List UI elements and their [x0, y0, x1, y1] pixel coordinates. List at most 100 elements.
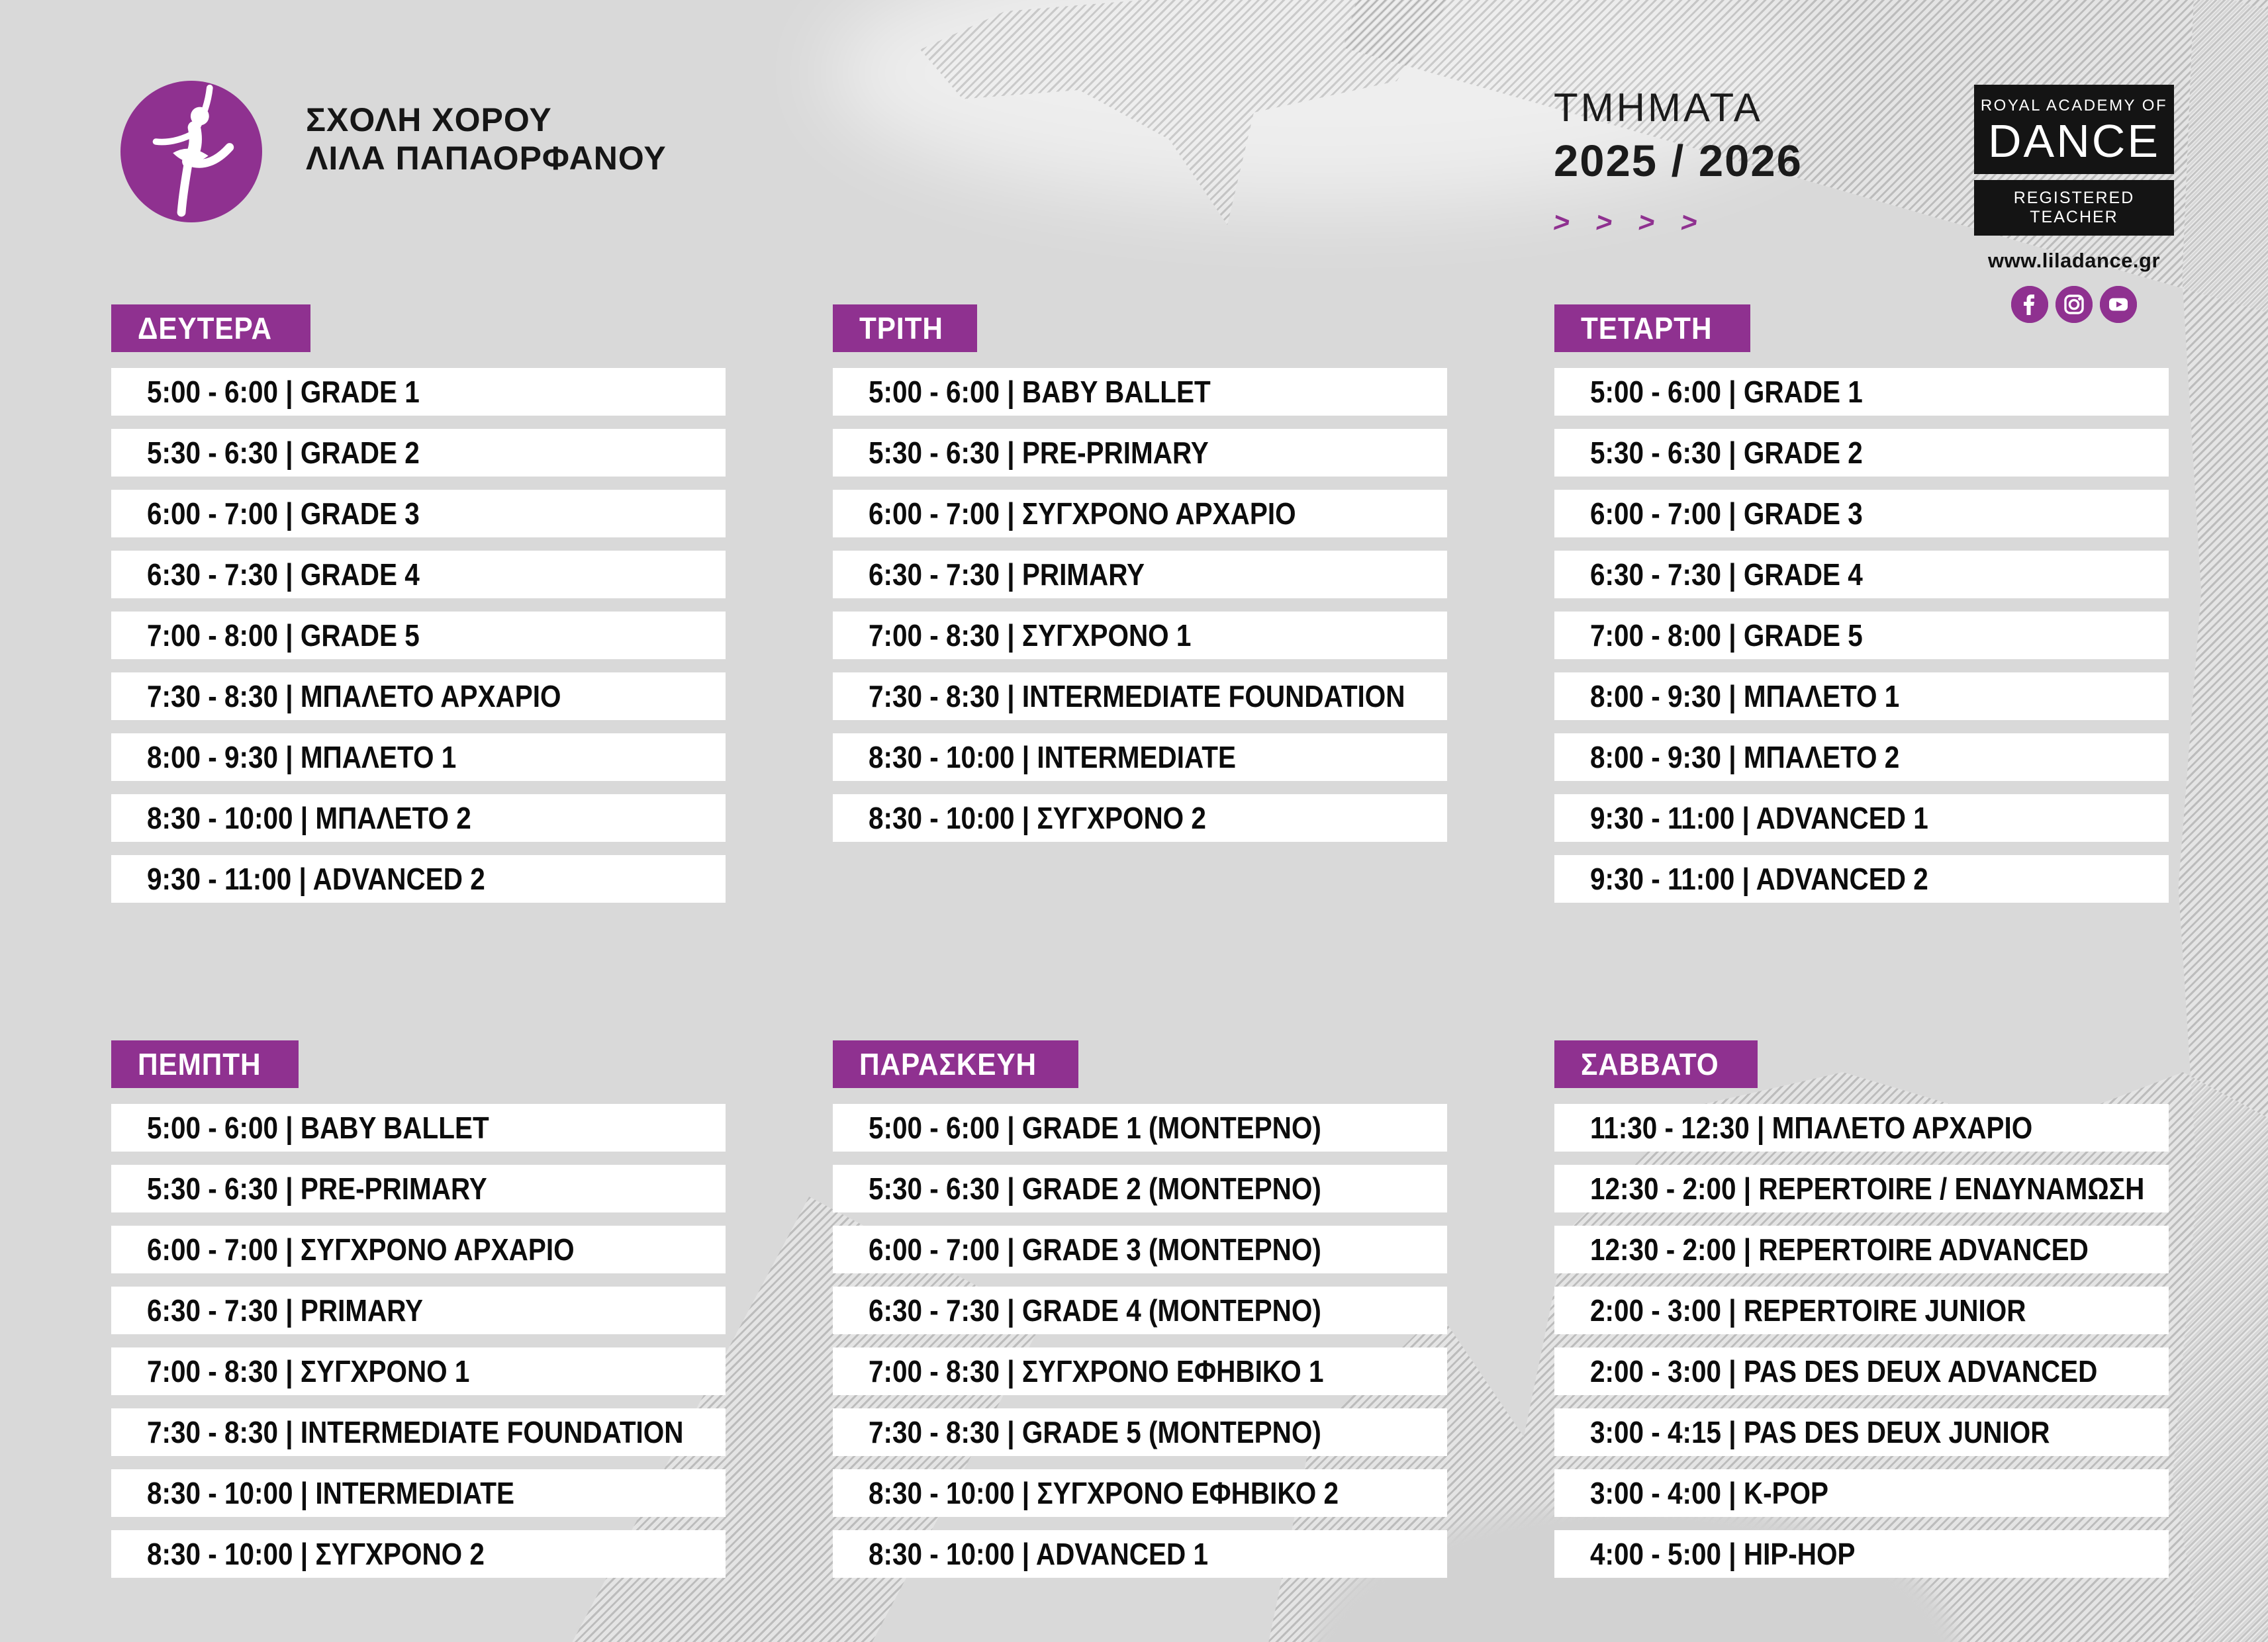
day-card-monday: ΔΕΥΤΕΡΑ 5:00 - 6:00 | GRADE 1 5:30 - 6:30… — [111, 304, 726, 916]
day-card-friday: ΠΑΡΑΣΚΕΥΗ 5:00 - 6:00 | GRADE 1 (ΜΟΝΤΕΡΝ… — [833, 1040, 1447, 1591]
day-header-friday: ΠΑΡΑΣΚΕΥΗ — [833, 1040, 1079, 1088]
class-row: 8:00 - 9:30 | ΜΠΑΛΕΤΟ 2 — [1554, 733, 2169, 781]
class-row: 3:00 - 4:00 | K-POP — [1554, 1469, 2169, 1517]
day-rows-wednesday: 5:00 - 6:00 | GRADE 1 5:30 - 6:30 | GRADE… — [1554, 368, 2169, 903]
class-row-label: 8:00 - 9:30 | ΜΠΑΛΕΤΟ 1 — [147, 740, 457, 774]
class-row-label: 8:30 - 10:00 | INTERMEDIATE — [869, 740, 1236, 774]
class-row: 7:00 - 8:00 | GRADE 5 — [1554, 612, 2169, 659]
class-row-label: 9:30 - 11:00 | ADVANCED 2 — [1590, 862, 1928, 896]
rad-badge: ROYAL ACADEMY OF DANCE — [1974, 85, 2174, 175]
day-rows-monday: 5:00 - 6:00 | GRADE 1 5:30 - 6:30 | GRADE… — [111, 368, 726, 903]
day-header-thursday: ΠΕΜΠΤΗ — [111, 1040, 299, 1088]
class-row-label: 8:30 - 10:00 | INTERMEDIATE — [147, 1476, 514, 1510]
class-row: 8:30 - 10:00 | ΣΥΓΧΡΟΝΟ ΕΦΗΒΙΚΟ 2 — [833, 1469, 1447, 1517]
class-row: 5:00 - 6:00 | GRADE 1 (ΜΟΝΤΕΡΝΟ) — [833, 1104, 1447, 1152]
rad-badge-block: ROYAL ACADEMY OF DANCE REGISTERED TEACHE… — [1974, 85, 2174, 324]
day-header-tuesday: ΤΡΙΤΗ — [833, 304, 977, 352]
class-row: 6:00 - 7:00 | ΣΥΓΧΡΟΝΟ ΑΡΧΑΡΙΟ — [111, 1226, 726, 1273]
instagram-icon — [2055, 286, 2093, 324]
class-row-label: 4:00 - 5:00 | HIP-HOP — [1590, 1537, 1856, 1571]
class-row: 12:30 - 2:00 | REPERTOIRE ADVANCED — [1554, 1226, 2169, 1273]
class-row-label: 6:30 - 7:30 | GRADE 4 (ΜΟΝΤΕΡΝΟ) — [869, 1293, 1321, 1328]
day-rows-friday: 5:00 - 6:00 | GRADE 1 (ΜΟΝΤΕΡΝΟ) 5:30 - 6… — [833, 1104, 1447, 1578]
class-row-label: 2:00 - 3:00 | PAS DES DEUX ADVANCED — [1590, 1354, 2098, 1389]
schedule-grid: ΔΕΥΤΕΡΑ 5:00 - 6:00 | GRADE 1 5:30 - 6:30… — [111, 304, 2169, 1591]
class-row-label: 5:00 - 6:00 | GRADE 1 — [1590, 375, 1863, 409]
class-row-label: 5:00 - 6:00 | GRADE 1 (ΜΟΝΤΕΡΝΟ) — [869, 1111, 1321, 1145]
class-row: 7:30 - 8:30 | INTERMEDIATE FOUNDATION — [833, 672, 1447, 720]
chevrons-decoration: > > > > — [1551, 206, 1709, 238]
season-label: ΤΜΗΜΑΤΑ — [1554, 85, 1763, 130]
class-row: 7:00 - 8:30 | ΣΥΓΧΡΟΝΟ 1 — [111, 1347, 726, 1395]
day-header-saturday: ΣΑΒΒΑΤΟ — [1554, 1040, 1758, 1088]
class-row-label: 6:00 - 7:00 | GRADE 3 (ΜΟΝΤΕΡΝΟ) — [869, 1232, 1321, 1267]
day-card-thursday: ΠΕΜΠΤΗ 5:00 - 6:00 | BABY BALLET 5:30 - 6… — [111, 1040, 726, 1591]
class-row: 5:30 - 6:30 | GRADE 2 — [1554, 429, 2169, 477]
class-row-label: 5:30 - 6:30 | GRADE 2 (ΜΟΝΤΕΡΝΟ) — [869, 1171, 1321, 1206]
class-row: 3:00 - 4:15 | PAS DES DEUX JUNIOR — [1554, 1408, 2169, 1456]
day-card-tuesday: ΤΡΙΤΗ 5:00 - 6:00 | BABY BALLET 5:30 - 6:… — [833, 304, 1447, 916]
class-row: 6:00 - 7:00 | GRADE 3 (ΜΟΝΤΕΡΝΟ) — [833, 1226, 1447, 1273]
facebook-link[interactable] — [2011, 286, 2048, 324]
class-row: 5:00 - 6:00 | BABY BALLET — [111, 1104, 726, 1152]
class-row: 4:00 - 5:00 | HIP-HOP — [1554, 1530, 2169, 1578]
class-row: 5:30 - 6:30 | GRADE 2 (ΜΟΝΤΕΡΝΟ) — [833, 1165, 1447, 1212]
class-row-label: 7:30 - 8:30 | INTERMEDIATE FOUNDATION — [869, 679, 1405, 713]
youtube-link[interactable] — [2100, 286, 2137, 324]
class-row: 8:30 - 10:00 | ΣΥΓΧΡΟΝΟ 2 — [833, 794, 1447, 842]
youtube-icon — [2100, 286, 2137, 324]
class-row-label: 5:00 - 6:00 | BABY BALLET — [147, 1111, 489, 1145]
social-links — [1974, 286, 2174, 324]
day-header-label: ΤΡΙΤΗ — [859, 311, 943, 345]
website-url[interactable]: www.liladance.gr — [1987, 249, 2161, 273]
class-row: 2:00 - 3:00 | PAS DES DEUX ADVANCED — [1554, 1347, 2169, 1395]
class-row-label: 5:30 - 6:30 | GRADE 2 — [1590, 435, 1863, 470]
school-name-line2: ΛΙΛΑ ΠΑΠΑΟΡΦΑΝΟΥ — [306, 140, 667, 177]
class-row: 7:00 - 8:00 | GRADE 5 — [111, 612, 726, 659]
class-row: 5:30 - 6:30 | PRE-PRIMARY — [111, 1165, 726, 1212]
class-row-label: 3:00 - 4:15 | PAS DES DEUX JUNIOR — [1590, 1415, 2050, 1449]
class-row-label: 6:00 - 7:00 | GRADE 3 — [147, 496, 420, 531]
class-row: 8:30 - 10:00 | ΜΠΑΛΕΤΟ 2 — [111, 794, 726, 842]
class-row-label: 6:30 - 7:30 | GRADE 4 — [1590, 557, 1863, 592]
class-row-label: 6:00 - 7:00 | ΣΥΓΧΡΟΝΟ ΑΡΧΑΡΙΟ — [869, 496, 1296, 531]
class-row: 7:30 - 8:30 | ΜΠΑΛΕΤΟ ΑΡΧΑΡΙΟ — [111, 672, 726, 720]
class-row: 5:00 - 6:00 | GRADE 1 — [111, 368, 726, 416]
class-row-label: 8:00 - 9:30 | ΜΠΑΛΕΤΟ 2 — [1590, 740, 1900, 774]
school-name: ΣΧΟΛΗ ΧΟΡΟΥ ΛΙΛΑ ΠΑΠΑΟΡΦΑΝΟΥ — [306, 101, 667, 177]
facebook-icon — [2011, 286, 2048, 324]
instagram-link[interactable] — [2055, 286, 2093, 324]
class-row-label: 8:30 - 10:00 | ΣΥΓΧΡΟΝΟ 2 — [147, 1537, 485, 1571]
class-row: 2:00 - 3:00 | REPERTOIRE JUNIOR — [1554, 1287, 2169, 1334]
class-row-label: 7:30 - 8:30 | ΜΠΑΛΕΤΟ ΑΡΧΑΡΙΟ — [147, 679, 561, 713]
class-row-label: 3:00 - 4:00 | K-POP — [1590, 1476, 1829, 1510]
class-row-label: 5:00 - 6:00 | GRADE 1 — [147, 375, 420, 409]
class-row-label: 6:00 - 7:00 | ΣΥΓΧΡΟΝΟ ΑΡΧΑΡΙΟ — [147, 1232, 575, 1267]
class-row-label: 8:30 - 10:00 | ΜΠΑΛΕΤΟ 2 — [147, 801, 471, 835]
class-row-label: 6:30 - 7:30 | PRIMARY — [147, 1293, 423, 1328]
class-row-label: 5:30 - 6:30 | PRE-PRIMARY — [147, 1171, 487, 1206]
rad-badge-line2: DANCE — [1987, 115, 2161, 167]
class-row-label: 9:30 - 11:00 | ADVANCED 2 — [147, 862, 485, 896]
rad-registered-teacher: REGISTERED TEACHER — [1974, 180, 2174, 236]
class-row-label: 7:00 - 8:30 | ΣΥΓΧΡΟΝΟ 1 — [869, 618, 1192, 653]
day-rows-thursday: 5:00 - 6:00 | BABY BALLET 5:30 - 6:30 | P… — [111, 1104, 726, 1578]
day-card-wednesday: ΤΕΤΑΡΤΗ 5:00 - 6:00 | GRADE 1 5:30 - 6:30… — [1554, 304, 2169, 916]
class-row: 6:00 - 7:00 | GRADE 3 — [1554, 490, 2169, 537]
class-row-label: 5:00 - 6:00 | BABY BALLET — [869, 375, 1211, 409]
class-row: 8:30 - 10:00 | INTERMEDIATE — [111, 1469, 726, 1517]
class-row-label: 11:30 - 12:30 | ΜΠΑΛΕΤΟ ΑΡΧΑΡΙΟ — [1590, 1111, 2033, 1145]
class-row: 5:30 - 6:30 | PRE-PRIMARY — [833, 429, 1447, 477]
class-row-label: 8:30 - 10:00 | ADVANCED 1 — [869, 1537, 1208, 1571]
day-header-label: ΤΕΤΑΡΤΗ — [1581, 311, 1713, 345]
day-header-label: ΠΑΡΑΣΚΕΥΗ — [859, 1047, 1037, 1081]
day-header-label: ΔΕΥΤΕΡΑ — [138, 311, 273, 345]
class-row-label: 12:30 - 2:00 | REPERTOIRE ADVANCED — [1590, 1232, 2089, 1267]
class-row: 6:30 - 7:30 | PRIMARY — [833, 551, 1447, 598]
class-row: 6:00 - 7:00 | ΣΥΓΧΡΟΝΟ ΑΡΧΑΡΙΟ — [833, 490, 1447, 537]
class-row: 8:00 - 9:30 | ΜΠΑΛΕΤΟ 1 — [1554, 672, 2169, 720]
day-rows-tuesday: 5:00 - 6:00 | BABY BALLET 5:30 - 6:30 | P… — [833, 368, 1447, 842]
class-row: 7:00 - 8:30 | ΣΥΓΧΡΟΝΟ ΕΦΗΒΙΚΟ 1 — [833, 1347, 1447, 1395]
class-row: 8:30 - 10:00 | ADVANCED 1 — [833, 1530, 1447, 1578]
